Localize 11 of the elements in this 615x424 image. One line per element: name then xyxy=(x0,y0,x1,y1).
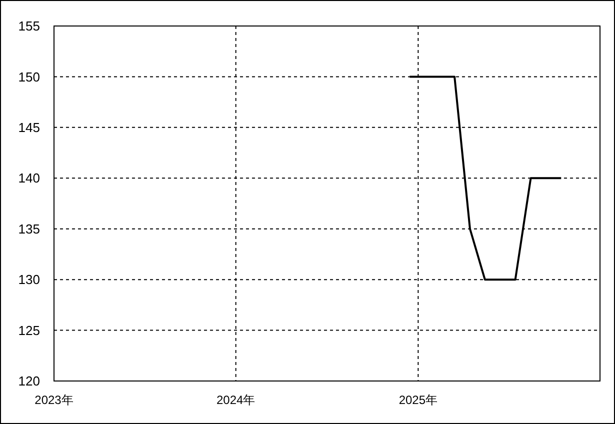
y-tick-label: 140 xyxy=(18,170,40,186)
y-tick-label: 155 xyxy=(18,18,40,34)
y-tick-label: 120 xyxy=(18,374,40,389)
y-tick-label: 130 xyxy=(18,272,40,288)
x-tick-label: 2025年 xyxy=(398,393,438,407)
y-tick-label: 135 xyxy=(18,221,40,236)
x-tick-label: 2023年 xyxy=(34,393,74,407)
y-tick-label: 125 xyxy=(18,322,40,338)
x-tick-label: 2024年 xyxy=(216,393,256,407)
y-tick-label: 145 xyxy=(18,120,40,135)
y-tick-label: 150 xyxy=(18,69,40,84)
